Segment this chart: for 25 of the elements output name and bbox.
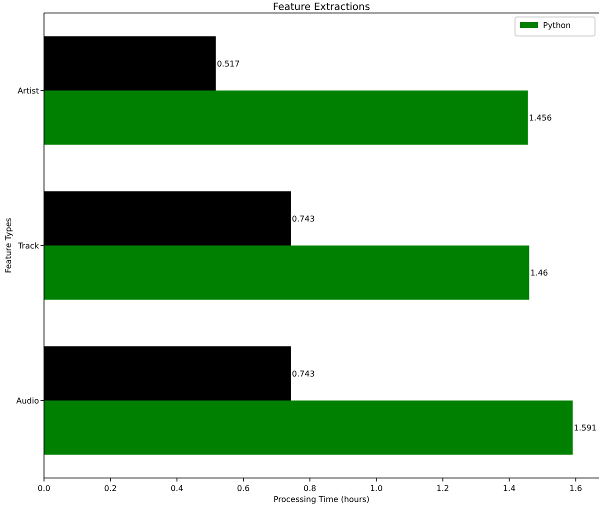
data-label: 0.517 [216, 59, 240, 68]
data-label: 1.456 [528, 114, 552, 123]
x-tick-label: 1.2 [436, 484, 450, 493]
bar [44, 90, 528, 145]
x-tick-label: 1.0 [370, 484, 383, 493]
x-tick-label: 1.4 [502, 484, 516, 493]
bar [44, 246, 530, 300]
x-axis-title: Processing Time (hours) [273, 495, 370, 504]
data-label: 1.46 [530, 268, 548, 278]
legend-label: Python [543, 21, 571, 30]
x-tick-label: 0.8 [304, 484, 316, 493]
y-tick-label: Artist [18, 86, 39, 96]
x-tick-label: 0.4 [170, 484, 184, 493]
bar [44, 400, 573, 455]
data-label: 0.743 [292, 214, 315, 224]
y-tick-label: Audio [16, 396, 40, 406]
chart-title: Feature Extractions [272, 2, 370, 13]
data-label: 1.591 [574, 424, 597, 433]
x-tick-label: 0.6 [237, 484, 250, 493]
x-tick-label: 0.0 [38, 484, 50, 493]
x-tick-label: 1.6 [569, 484, 582, 493]
data-label: 0.743 [292, 369, 315, 378]
x-tick-label: 0.2 [104, 484, 117, 493]
y-tick-label: Track [17, 242, 40, 250]
y-axis-title: Feature Types [4, 218, 13, 274]
